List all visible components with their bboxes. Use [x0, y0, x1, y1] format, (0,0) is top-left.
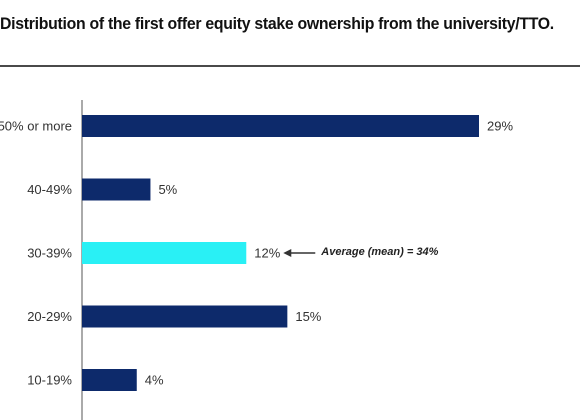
category-label: 20-29%: [27, 309, 72, 324]
value-label: 29%: [487, 119, 513, 134]
category-label: 50% or more: [0, 119, 72, 134]
annotation-arrowhead: [283, 249, 292, 257]
category-label: 30-39%: [27, 246, 72, 261]
title-divider: [0, 65, 580, 67]
bar: [82, 369, 137, 391]
category-label: 40-49%: [27, 182, 72, 197]
chart-title: Distribution of the first offer equity s…: [0, 14, 554, 33]
annotation-text: Average (mean) = 34%: [320, 246, 438, 258]
value-label: 15%: [295, 309, 321, 324]
bars-layer: 50% or more 29% 40-49% 5% 30-39% 12% Average (…: [0, 115, 513, 391]
bar: [82, 178, 151, 201]
bar: [82, 305, 288, 328]
category-label: 10-19%: [27, 373, 72, 388]
bar: [82, 242, 247, 264]
bar: [82, 115, 479, 137]
value-label: 5%: [158, 182, 177, 197]
value-label: 12%: [254, 246, 280, 261]
value-label: 4%: [145, 373, 164, 388]
